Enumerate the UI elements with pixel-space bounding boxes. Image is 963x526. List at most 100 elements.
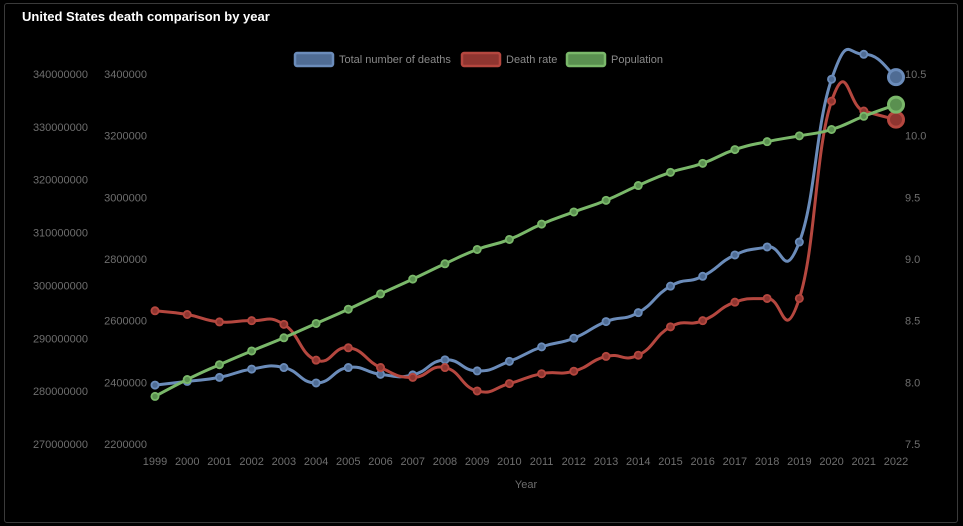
legend-swatch[interactable] <box>565 51 607 68</box>
population-tick-label: 310000000 <box>33 228 88 240</box>
data-point[interactable] <box>311 355 321 365</box>
data-point[interactable] <box>665 281 675 291</box>
data-point[interactable] <box>504 356 514 366</box>
data-point[interactable] <box>601 195 611 205</box>
data-point[interactable] <box>311 318 321 328</box>
data-point[interactable] <box>794 131 804 141</box>
data-point[interactable] <box>859 111 869 121</box>
data-point[interactable] <box>537 219 547 229</box>
legend-label[interactable]: Total number of deaths <box>339 54 451 66</box>
data-point[interactable] <box>633 308 643 318</box>
data-point[interactable] <box>440 259 450 269</box>
data-point[interactable] <box>730 145 740 155</box>
deaths-tick-label: 2400000 <box>104 377 147 389</box>
data-point[interactable] <box>247 316 257 326</box>
deaths-tick-label: 3400000 <box>104 69 147 81</box>
x-tick-label: 2017 <box>723 456 747 468</box>
data-point[interactable] <box>311 378 321 388</box>
x-tick-label: 2012 <box>562 456 586 468</box>
data-point[interactable] <box>601 317 611 327</box>
data-point[interactable] <box>601 351 611 361</box>
data-point[interactable] <box>343 304 353 314</box>
legend: Total number of deaths Death rate Populati… <box>293 51 663 68</box>
data-point[interactable] <box>472 366 482 376</box>
data-point[interactable] <box>408 372 418 382</box>
data-point[interactable] <box>472 386 482 396</box>
data-point[interactable] <box>827 96 837 106</box>
series-group <box>150 80 905 396</box>
data-point[interactable] <box>150 306 160 316</box>
data-point[interactable] <box>762 293 772 303</box>
data-point[interactable] <box>730 297 740 307</box>
data-point[interactable] <box>569 366 579 376</box>
x-tick-label: 2011 <box>530 456 554 468</box>
data-point[interactable] <box>827 125 837 135</box>
data-point[interactable] <box>537 369 547 379</box>
population-tick-label: 320000000 <box>33 175 88 187</box>
legend-swatch[interactable] <box>460 51 502 68</box>
population-axis: 340000000 330000000 320000000 310000000 3000… <box>33 69 88 451</box>
series-layer <box>150 47 905 401</box>
data-point[interactable] <box>247 346 257 356</box>
deaths-tick-label: 3000000 <box>104 192 147 204</box>
data-point[interactable] <box>182 309 192 319</box>
data-point[interactable] <box>214 360 224 370</box>
data-point[interactable] <box>633 181 643 191</box>
data-point[interactable] <box>794 237 804 247</box>
x-tick-label: 2021 <box>852 456 876 468</box>
data-point[interactable] <box>440 363 450 373</box>
data-point[interactable] <box>698 316 708 326</box>
data-point[interactable] <box>214 317 224 327</box>
legend-label[interactable]: Death rate <box>506 54 557 66</box>
data-point[interactable] <box>504 379 514 389</box>
data-point[interactable] <box>279 333 289 343</box>
data-point[interactable] <box>182 375 192 385</box>
data-point[interactable] <box>827 74 837 84</box>
data-point[interactable] <box>279 363 289 373</box>
data-point[interactable] <box>343 363 353 373</box>
data-point[interactable] <box>698 158 708 168</box>
data-point[interactable] <box>569 207 579 217</box>
data-point[interactable] <box>247 364 257 374</box>
data-point[interactable] <box>376 289 386 299</box>
data-point[interactable] <box>762 137 772 147</box>
data-point[interactable] <box>665 322 675 332</box>
data-point[interactable] <box>887 95 905 114</box>
data-point[interactable] <box>150 380 160 390</box>
deaths-tick-label: 3200000 <box>104 131 147 143</box>
legend-swatch[interactable] <box>293 51 335 68</box>
legend-label[interactable]: Population <box>611 54 663 66</box>
data-point[interactable] <box>279 319 289 329</box>
data-point[interactable] <box>665 167 675 177</box>
x-tick-label: 2007 <box>400 456 424 468</box>
x-tick-label: 1999 <box>143 456 167 468</box>
data-point[interactable] <box>730 250 740 260</box>
data-point[interactable] <box>762 242 772 252</box>
data-point[interactable] <box>698 271 708 281</box>
data-point[interactable] <box>408 274 418 284</box>
data-point[interactable] <box>376 363 386 373</box>
data-point[interactable] <box>859 49 869 59</box>
data-point[interactable] <box>794 293 804 303</box>
data-point[interactable] <box>537 342 547 352</box>
data-point[interactable] <box>569 333 579 343</box>
data-point[interactable] <box>887 110 905 129</box>
data-point[interactable] <box>887 68 905 87</box>
data-point[interactable] <box>214 372 224 382</box>
x-tick-label: 2008 <box>433 456 457 468</box>
series-group <box>150 47 905 390</box>
data-point[interactable] <box>633 350 643 360</box>
data-point[interactable] <box>150 391 160 401</box>
x-tick-label: 2001 <box>207 456 231 468</box>
data-point[interactable] <box>472 244 482 254</box>
x-tick-label: 2013 <box>594 456 618 468</box>
rate-tick-label: 9.0 <box>905 254 920 266</box>
data-point[interactable] <box>343 343 353 353</box>
population-tick-label: 330000000 <box>33 122 88 134</box>
rate-tick-label: 10.5 <box>905 69 926 81</box>
x-tick-label: 2016 <box>690 456 714 468</box>
x-tick-label: 2020 <box>819 456 843 468</box>
data-point[interactable] <box>440 355 450 365</box>
data-point[interactable] <box>504 234 514 244</box>
deaths-tick-label: 2800000 <box>104 254 147 266</box>
